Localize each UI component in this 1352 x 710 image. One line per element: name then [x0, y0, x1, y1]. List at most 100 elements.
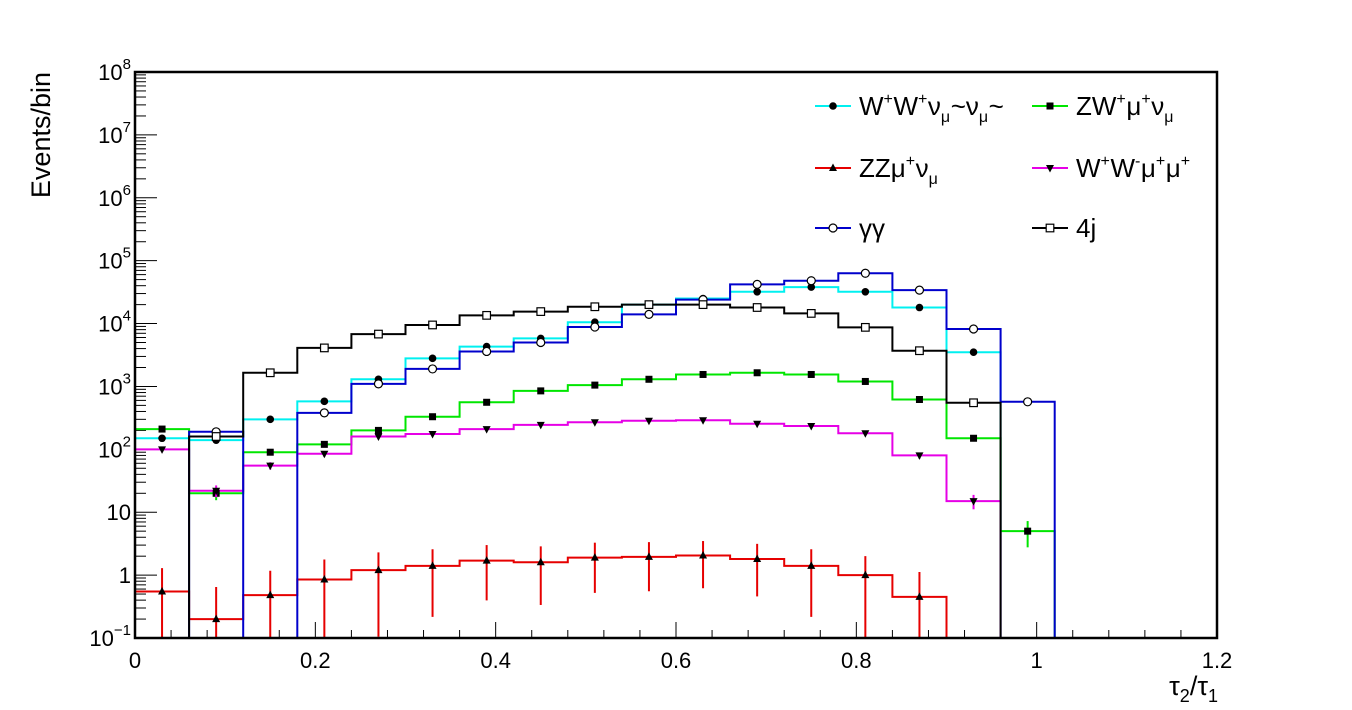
y-tick-label: 108: [98, 56, 131, 85]
data-point-ZWuv: [483, 398, 491, 406]
legend-entry-WWvv: W+ W+ νμ ~νμ ~: [815, 91, 1004, 126]
legend-label: W+ W+ νμ ~νμ ~: [859, 91, 1004, 126]
data-point-WWuu: [644, 417, 653, 426]
data-point-ZWuv: [374, 426, 382, 434]
data-point-WWvv: [753, 287, 761, 296]
data-point-ZZuv: [590, 553, 599, 561]
data-point-4j: [482, 310, 492, 320]
legend-marker-shape: [1045, 223, 1055, 233]
x-tick-label: 0.8: [841, 648, 872, 673]
legend-marker-shape: [828, 223, 838, 233]
data-point-ZZuv: [374, 565, 383, 574]
y-tick-label: 1: [119, 563, 131, 588]
series-line-WWvv: [134, 286, 1055, 639]
legend-marker: [1046, 102, 1054, 110]
data-point-ZZuv: [482, 556, 491, 564]
data-point-WWvv: [969, 348, 978, 357]
plot-frame: [133, 70, 1219, 640]
data-point-gammagamma: [752, 279, 762, 289]
data-point-4j: [644, 300, 654, 310]
data-point-gammagamma: [482, 346, 492, 357]
data-point-ZWuv: [1024, 527, 1032, 535]
data-point-ZZuv: [536, 557, 545, 566]
data-point-ZZuv: [915, 592, 924, 600]
x-tick-label: 1.2: [1202, 648, 1233, 673]
legend-entry-WWuu: W+ W- μ+ μ+: [1032, 153, 1190, 183]
data-point-gammagamma: [319, 408, 329, 418]
data-point-ZWuv: [753, 369, 761, 377]
y-tick-label: 105: [98, 245, 131, 274]
data-point-4j: [590, 302, 600, 312]
x-axis-label: τ2/τ1: [1169, 671, 1218, 706]
data-point-ZZuv: [212, 614, 221, 623]
data-point-gammagamma: [914, 285, 925, 295]
data-point-WWuu: [536, 421, 545, 430]
y-tick-label: 107: [98, 119, 131, 148]
data-point-ZWuv: [429, 413, 437, 421]
data-point-WWuu: [158, 446, 167, 454]
data-point-gammagamma: [806, 276, 816, 286]
data-point-WWuu: [753, 420, 762, 429]
data-point-WWvv: [861, 287, 870, 296]
data-point-gammagamma: [536, 337, 546, 348]
legend-marker: [829, 102, 837, 110]
data-point-WWvv: [428, 354, 437, 363]
data-point-gammagamma: [644, 309, 654, 319]
x-tick-label: 0.2: [300, 648, 331, 673]
data-point-ZZuv: [699, 551, 708, 559]
data-point-4j: [428, 320, 437, 330]
data-point-4j: [969, 398, 978, 408]
data-point-WWuu: [266, 462, 275, 471]
data-point-ZZuv: [807, 561, 816, 569]
tick-labels: 0 0.2 0.4 0.6 0.8 1 1.2 10−1 1 10 102 103 104 105 106 1…: [89, 56, 1232, 673]
y-tick-label: 102: [98, 433, 131, 462]
data-point-ZZuv: [266, 590, 275, 599]
data-point-4j: [860, 322, 870, 332]
legend-marker-shape: [829, 102, 837, 110]
legend-marker-shape: [1046, 165, 1054, 173]
data-point-ZWuv: [320, 440, 328, 448]
data-point-4j: [698, 300, 708, 310]
data-point-WWuu: [428, 431, 437, 439]
series-line-gammagamma: [135, 272, 1056, 639]
data-point-WWuu: [699, 417, 708, 425]
data-point-gammagamma: [968, 324, 979, 334]
y-tick-label: 10−1: [89, 622, 131, 651]
data-point-4j: [915, 346, 924, 356]
legend-entry-gammagamma: γγ: [815, 213, 885, 243]
data-point-WWvv: [807, 283, 816, 291]
data-point-ZZuv: [428, 561, 437, 569]
data-point-gammagamma: [373, 379, 384, 389]
legend-label: ZZμ+ νμ: [859, 153, 938, 188]
data-point-WWuu: [861, 430, 870, 438]
data-point-4j: [752, 303, 762, 312]
data-markers: [158, 268, 1033, 638]
legend-label: γγ: [859, 213, 885, 243]
legend-marker: [828, 223, 838, 233]
data-point-WWvv: [266, 415, 275, 424]
data-point-WWuu: [212, 487, 221, 496]
legend-marker-shape: [1046, 102, 1054, 110]
series-line-4j: [135, 303, 1055, 639]
data-point-WWuu: [320, 450, 329, 459]
legend-label: ZW+ μ+ νμ: [1076, 91, 1173, 126]
data-point-WWuu: [590, 419, 599, 427]
data-point-4j: [374, 329, 383, 339]
data-point-WWvv: [320, 397, 329, 406]
legend-label: W+ W- μ+ μ+: [1076, 153, 1190, 183]
legend-marker: [1045, 223, 1055, 233]
data-point-gammagamma: [590, 322, 600, 332]
legend-entry-4j: 4j: [1032, 213, 1096, 243]
data-point-ZWuv: [591, 381, 599, 389]
data-point-ZWuv: [158, 425, 166, 433]
data-point-ZZuv: [861, 570, 870, 579]
axis-ticks: [134, 71, 1218, 639]
legend-entry-ZWuv: ZW+ μ+ νμ: [1032, 91, 1173, 126]
data-point-WWuu: [915, 452, 924, 460]
x-tick-label: 0.4: [480, 648, 511, 673]
data-point-ZWuv: [807, 370, 815, 378]
data-point-ZZuv: [753, 554, 762, 563]
legend-marker: [829, 163, 837, 171]
data-point-gammagamma: [1023, 397, 1033, 407]
data-point-4j: [319, 343, 329, 353]
